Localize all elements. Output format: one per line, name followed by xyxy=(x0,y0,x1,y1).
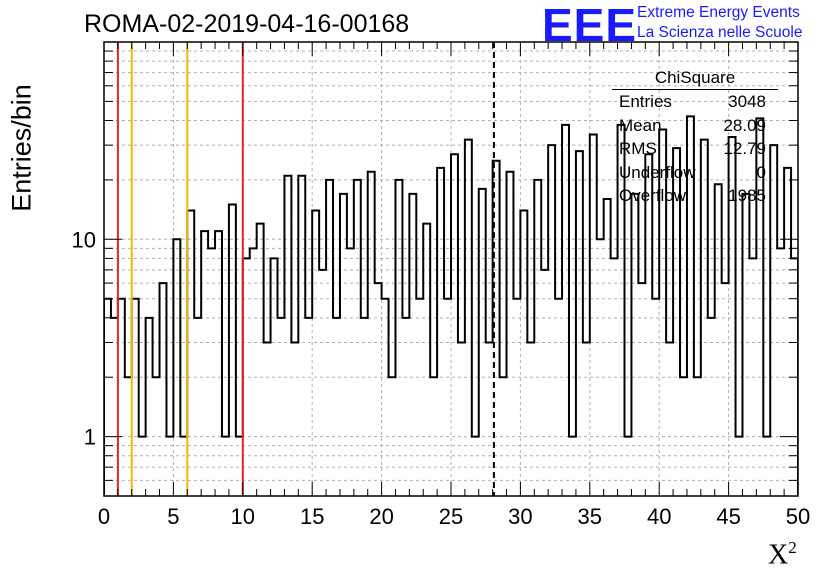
stats-box: ChiSquare Entries 3048 Mean 28.09 RMS 12.79… xyxy=(612,67,778,208)
logo-line-1: Extreme Energy Events xyxy=(637,4,800,21)
x-tick-label: 15 xyxy=(300,504,324,529)
y-tick-label: 1 xyxy=(84,425,96,450)
stats-value: 12.79 xyxy=(723,139,766,158)
x-tick-label: 40 xyxy=(647,504,671,529)
x-tick-label: 25 xyxy=(439,504,463,529)
x-axis-label-base: X xyxy=(768,539,789,571)
logo-line-2: La Scienza nelle Scuole xyxy=(637,24,803,41)
stats-label: Overflow xyxy=(619,186,687,205)
y-axis-label: Entries/bin xyxy=(6,84,37,212)
x-tick-label: 45 xyxy=(716,504,740,529)
chart-title: ROMA-02-2019-04-16-00168 xyxy=(84,10,410,38)
stats-value: 3048 xyxy=(728,92,766,111)
x-tick-label: 0 xyxy=(98,504,110,529)
stats-row: Overflow 1985 xyxy=(612,184,778,208)
stats-label: Mean xyxy=(619,115,662,135)
stats-label: RMS xyxy=(619,139,657,158)
y-axis-label-box: Entries/bin xyxy=(2,84,42,212)
histogram-steps xyxy=(104,115,798,496)
x-tick-label: 20 xyxy=(369,504,393,529)
stats-label: Entries xyxy=(619,92,672,111)
x-tick-label: 30 xyxy=(508,504,532,529)
stats-value: 28.09 xyxy=(723,115,766,135)
stats-row: Underflow 0 xyxy=(612,161,778,185)
eee-logo: EEE xyxy=(542,0,638,51)
stats-value: 1985 xyxy=(728,186,766,205)
y-tick-label: 10 xyxy=(72,227,96,252)
x-tick-label: 35 xyxy=(578,504,602,529)
stats-row: Entries 3048 xyxy=(612,90,778,114)
x-axis-label: X2 xyxy=(768,538,797,571)
stats-value: 0 xyxy=(756,162,766,182)
x-tick-label: 5 xyxy=(167,504,179,529)
stats-title: ChiSquare xyxy=(612,67,778,90)
x-axis-label-sup: 2 xyxy=(788,538,797,557)
stats-label: Underflow xyxy=(619,162,696,182)
x-tick-label: 10 xyxy=(231,504,255,529)
stats-row: Mean 28.09 xyxy=(612,114,778,138)
stats-row: RMS 12.79 xyxy=(612,137,778,161)
x-tick-label: 50 xyxy=(786,504,810,529)
